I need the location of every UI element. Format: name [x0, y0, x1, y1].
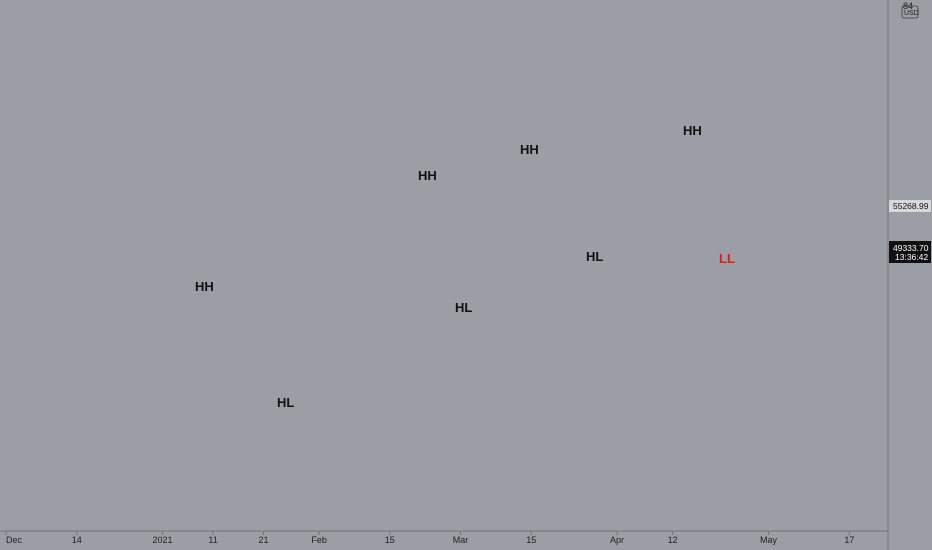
annotation-ll: LL — [719, 251, 735, 266]
annotation-hh-1: HH — [195, 279, 214, 294]
currency-badge[interactable] — [901, 5, 919, 19]
annotation-hl-1: HL — [277, 395, 294, 410]
annotation-hl-3: HL — [586, 249, 603, 264]
x-tick-label: Apr — [610, 535, 624, 545]
annotation-hl-2: HL — [455, 300, 472, 315]
x-tick-label: 14 — [72, 535, 82, 545]
current-price-label: 49333.70 13:36:42 — [889, 241, 931, 263]
x-tick-label: 2021 — [153, 535, 173, 545]
x-tick-label: 11 — [208, 535, 217, 545]
current-price-text: 49333.70 — [893, 243, 929, 253]
x-tick-label: Feb — [311, 535, 327, 545]
y-axis-panel — [888, 0, 932, 550]
y-axis: 84 USD 12000.0016000.0020000.0024000.002… — [887, 0, 932, 550]
x-tick-label: 17 — [844, 535, 854, 545]
x-axis: Dec 14 2021 11 21 Feb 15 Mar 15 Apr 12 May 17 — [0, 530, 888, 545]
x-tick-label: 21 — [259, 535, 269, 545]
x-tick-label: Dec — [6, 535, 23, 545]
countdown-text: 13:36:42 — [895, 252, 928, 262]
annotation-hh-3: HH — [520, 142, 539, 157]
x-tick-label: Mar — [453, 535, 469, 545]
annotation-hh-2: HH — [418, 168, 437, 183]
x-tick-label: 12 — [668, 535, 678, 545]
level-price-text: 55268.99 — [893, 201, 929, 211]
level-price-label: 55268.99 — [889, 200, 931, 212]
currency-label: USD — [904, 10, 919, 17]
level-price-box — [889, 200, 931, 212]
annotation-hh-4: HH — [683, 123, 702, 138]
x-tick-label: 15 — [526, 535, 536, 545]
x-tick-label: 15 — [385, 535, 395, 545]
x-tick-label: May — [760, 535, 778, 545]
current-price-box — [889, 241, 931, 263]
